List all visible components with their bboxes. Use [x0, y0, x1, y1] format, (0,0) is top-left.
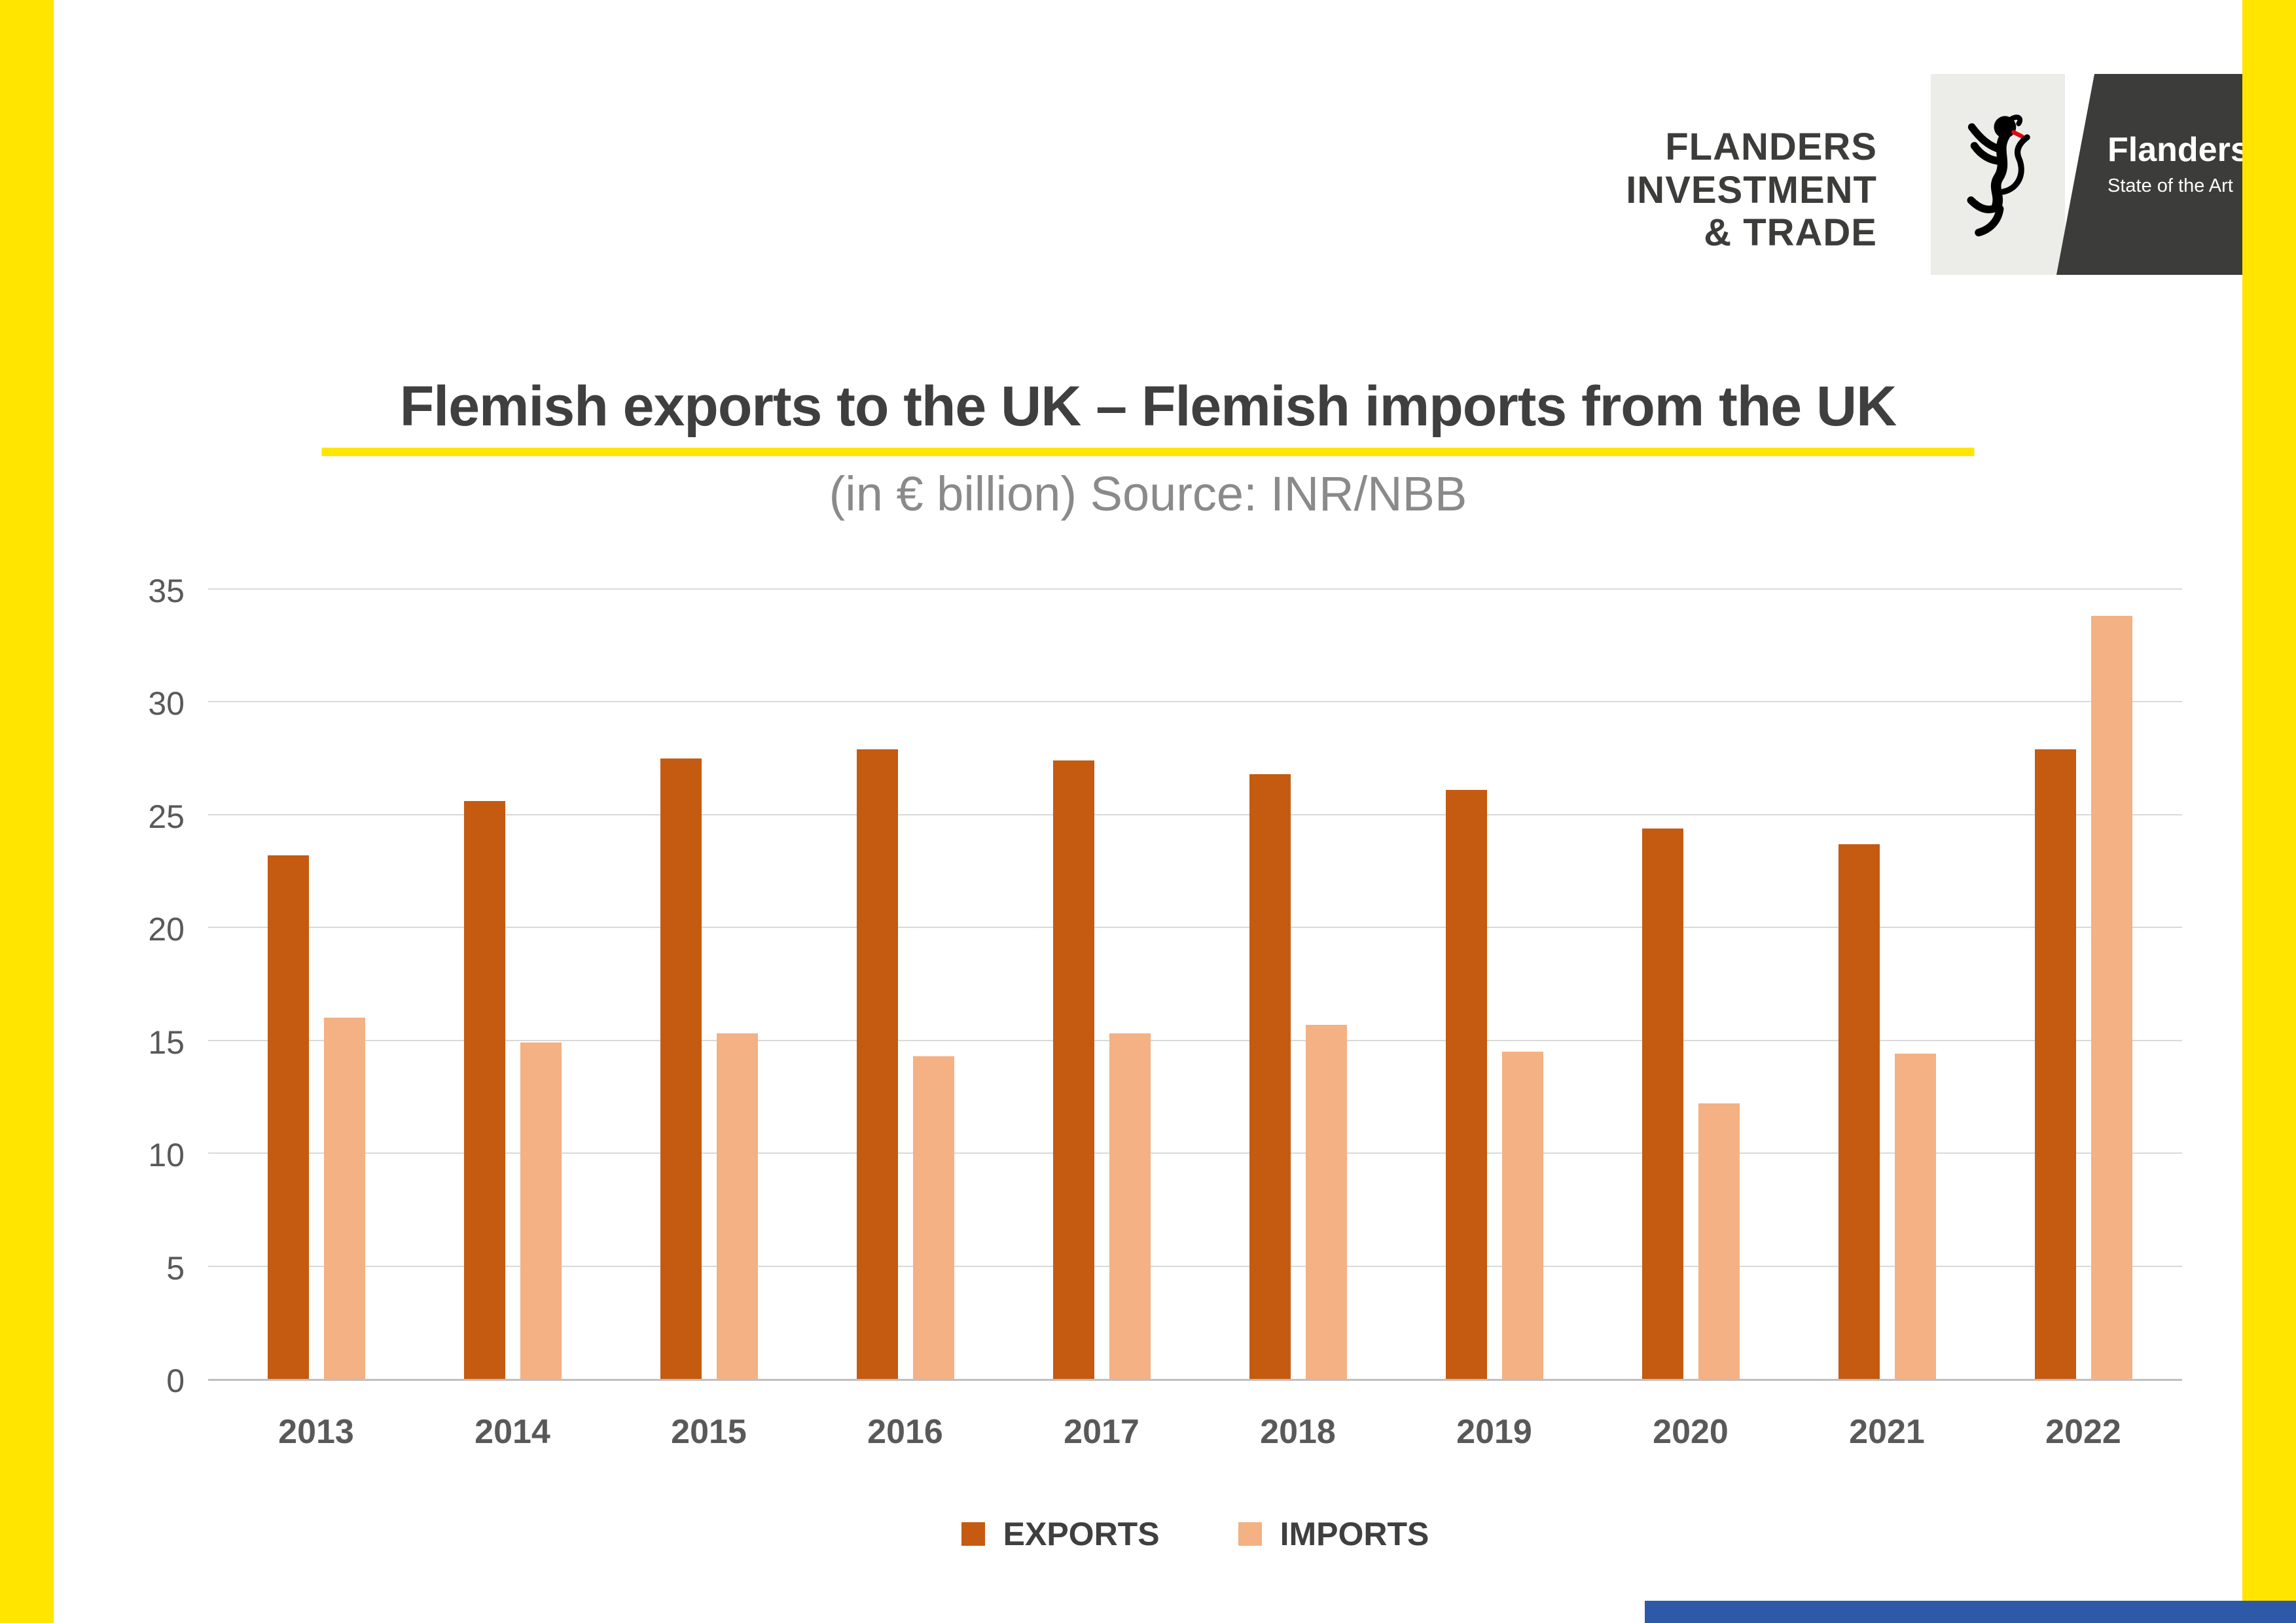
- fit-logo-line-3: & TRADE: [1704, 211, 1877, 255]
- fit-logo: FLANDERS INVESTMENT & TRADE: [1626, 126, 1877, 255]
- yellow-strip-left: [0, 0, 54, 1623]
- bar-exports-2016: [856, 749, 898, 1379]
- plot-area: [208, 588, 2182, 1381]
- y-tick-label-5: 5: [166, 1249, 185, 1287]
- bar-exports-2021: [1838, 844, 1880, 1379]
- title-underline: [321, 448, 1975, 456]
- x-axis: 2013 2014 2015 2016 2017 2018 2019 2020 2021 2022: [208, 1412, 2182, 1458]
- y-tick-label-10: 10: [148, 1137, 185, 1174]
- bar-group-2014: [463, 801, 562, 1379]
- bar-exports-2020: [1641, 828, 1683, 1379]
- gridline-35: [208, 588, 2182, 590]
- y-tick-label-35: 35: [148, 573, 185, 609]
- bar-group-2018: [1249, 774, 1347, 1379]
- bar-imports-2021: [1894, 1054, 1936, 1379]
- bar-group-2013: [267, 855, 365, 1379]
- flanders-lion-icon: [1967, 114, 2030, 236]
- gridline-10: [208, 1152, 2182, 1154]
- bar-exports-2014: [463, 801, 505, 1379]
- y-tick-label-25: 25: [148, 798, 185, 835]
- bar-group-2015: [660, 758, 758, 1379]
- flanders-logo: Flanders State of the Art: [1931, 74, 2244, 275]
- bar-imports-2016: [912, 1056, 954, 1379]
- gridline-30: [208, 701, 2182, 703]
- bar-group-2017: [1052, 760, 1151, 1379]
- chart-legend: EXPORTS IMPORTS: [208, 1515, 2182, 1553]
- x-tick-label-2021: 2021: [1849, 1413, 1925, 1451]
- gridline-15: [208, 1039, 2182, 1041]
- bar-imports-2020: [1698, 1103, 1740, 1379]
- fit-logo-line-2: INVESTMENT: [1626, 168, 1877, 211]
- legend-item-imports: IMPORTS: [1238, 1515, 1429, 1553]
- bar-exports-2015: [660, 758, 702, 1379]
- gridline-25: [208, 813, 2182, 815]
- y-tick-label-0: 0: [166, 1363, 185, 1399]
- y-tick-label-30: 30: [148, 685, 185, 722]
- x-tick-label-2019: 2019: [1456, 1413, 1532, 1451]
- bar-exports-2017: [1052, 760, 1094, 1379]
- bar-group-2020: [1641, 828, 1740, 1379]
- bar-imports-2013: [323, 1018, 365, 1379]
- gridline-5: [208, 1265, 2182, 1267]
- blue-corner-bar: [1645, 1601, 2296, 1623]
- bar-chart: 0 5 10 15 20 25 30 35 2013 2014 2015 2016 2017 2018 2…: [0, 574, 2296, 1612]
- x-tick-label-2016: 2016: [867, 1413, 943, 1451]
- bar-group-2019: [1445, 789, 1543, 1379]
- legend-item-exports: EXPORTS: [961, 1515, 1160, 1553]
- x-tick-label-2020: 2020: [1653, 1413, 1729, 1451]
- y-tick-label-20: 20: [148, 911, 185, 948]
- bar-imports-2015: [716, 1033, 758, 1379]
- x-tick-label-2017: 2017: [1064, 1413, 1139, 1451]
- bar-exports-2019: [1445, 789, 1487, 1379]
- x-tick-label-2013: 2013: [278, 1413, 354, 1451]
- legend-swatch-imports: [1238, 1522, 1262, 1546]
- x-tick-label-2018: 2018: [1260, 1413, 1336, 1451]
- bar-imports-2019: [1501, 1051, 1543, 1379]
- legend-label-imports: IMPORTS: [1280, 1516, 1429, 1552]
- x-tick-label-2014: 2014: [475, 1413, 550, 1451]
- bar-imports-2022: [2090, 616, 2132, 1379]
- bar-imports-2017: [1109, 1033, 1151, 1379]
- legend-swatch-exports: [961, 1522, 985, 1546]
- flanders-logo-tab: Flanders State of the Art: [2056, 74, 2244, 275]
- x-tick-label-2015: 2015: [671, 1413, 747, 1451]
- flanders-lion-box: [1931, 74, 2065, 275]
- chart-subtitle: (in € billion) Source: INR/NBB: [829, 467, 1467, 521]
- bar-group-2016: [856, 749, 954, 1379]
- y-tick-label-15: 15: [148, 1024, 185, 1061]
- bar-group-2021: [1838, 844, 1936, 1379]
- gridline-20: [208, 927, 2182, 929]
- bar-imports-2018: [1305, 1024, 1347, 1379]
- y-axis: 0 5 10 15 20 25 30 35: [0, 574, 185, 1398]
- x-tick-label-2022: 2022: [2045, 1413, 2121, 1451]
- bar-exports-2022: [2034, 749, 2076, 1379]
- fit-logo-line-1: FLANDERS: [1665, 126, 1877, 168]
- yellow-strip-right: [2242, 0, 2296, 1623]
- bar-group-2022: [2034, 616, 2132, 1379]
- flanders-logo-tagline: State of the Art: [2108, 175, 2233, 197]
- chart-title: Flemish exports to the UK – Flemish impo…: [399, 375, 1897, 438]
- bar-exports-2018: [1249, 774, 1291, 1379]
- bar-exports-2013: [267, 855, 309, 1379]
- bar-imports-2014: [520, 1043, 562, 1379]
- legend-label-exports: EXPORTS: [1003, 1516, 1160, 1552]
- flanders-logo-name: Flanders: [2108, 131, 2250, 169]
